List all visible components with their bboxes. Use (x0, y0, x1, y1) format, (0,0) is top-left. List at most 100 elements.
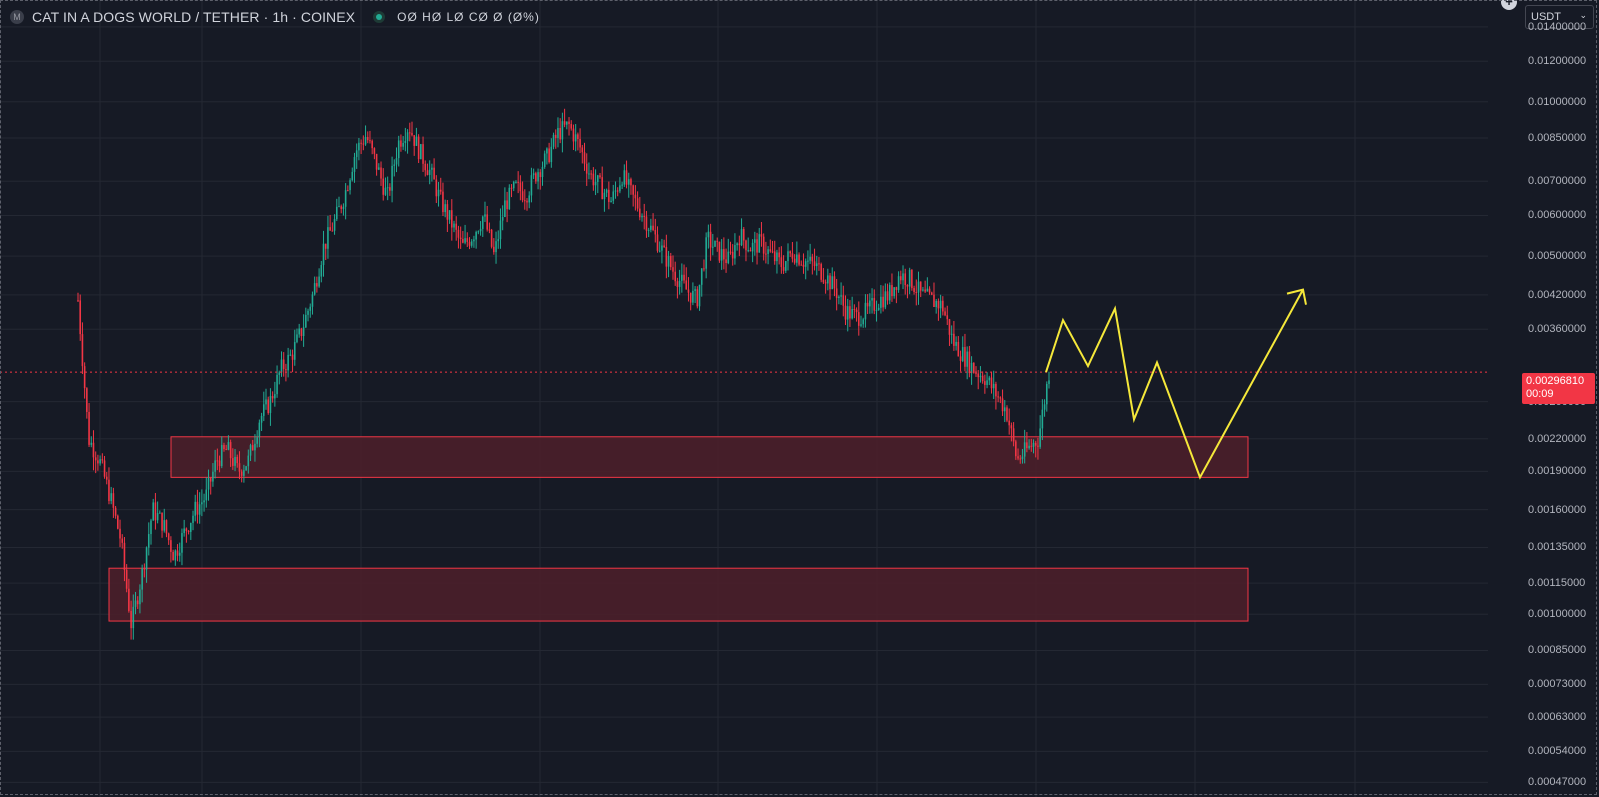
price-tick-label: 0.00073000 (1528, 678, 1587, 691)
candle-body (316, 283, 318, 287)
candle-body (243, 470, 245, 476)
candle-body (371, 140, 373, 149)
candle-body (769, 249, 772, 252)
candle-body (853, 309, 856, 311)
candle-body (347, 190, 349, 192)
candle-body (225, 449, 227, 451)
candle-body (605, 189, 608, 193)
price-tick-label: 0.00700000 (1528, 175, 1587, 188)
candle-body (402, 142, 404, 147)
candle-body (877, 307, 880, 310)
candle-body (939, 300, 942, 309)
candle-body (798, 254, 800, 265)
candle-body (351, 171, 354, 181)
price-chart[interactable] (0, 0, 1508, 797)
candle-body (103, 460, 106, 477)
candle-body (1021, 456, 1024, 460)
candle-body (711, 246, 714, 248)
last-price-value: 0.00296810 (1526, 375, 1585, 387)
chart-grid (0, 0, 1488, 797)
candle-body (406, 132, 409, 141)
candle-body (209, 478, 212, 482)
candle-body (933, 294, 935, 308)
candle-body (481, 216, 484, 229)
candle-body (570, 124, 573, 129)
candle-body (81, 334, 84, 367)
candle-body (276, 374, 278, 395)
candle-body (251, 445, 254, 451)
last-price-tag: 0.00296810 00:09 (1522, 373, 1595, 404)
candle-body (760, 234, 763, 237)
chart-area[interactable]: M CAT IN A DOGS WORLD / TETHER · 1h · CO… (0, 0, 1508, 797)
add-plus-icon[interactable]: + (1501, 0, 1517, 10)
candle-body (285, 369, 287, 371)
candle-body (506, 200, 508, 210)
candle-body (515, 181, 517, 183)
candle-body (838, 296, 840, 299)
candle-body (1032, 442, 1035, 447)
candle-body (829, 275, 831, 290)
candle-body (676, 281, 679, 287)
candle-body (132, 606, 135, 629)
candle-body (366, 137, 369, 141)
currency-select[interactable]: USDT ⌄ (1525, 5, 1594, 29)
candle-body (448, 210, 451, 220)
candle-body (559, 127, 561, 140)
price-tick-label: 0.00115000 (1528, 577, 1586, 590)
candle-body (232, 458, 234, 466)
candle-body (902, 273, 904, 281)
candle-body (581, 147, 584, 153)
price-tick-label: 0.00054000 (1528, 745, 1587, 758)
candle-body (787, 251, 789, 262)
candle-body (552, 134, 555, 147)
candle-body (948, 319, 951, 335)
candle-body (822, 279, 825, 283)
candle-body (762, 236, 765, 254)
candle-body (831, 276, 834, 290)
candle-body (707, 231, 710, 238)
candle-body (466, 238, 469, 242)
candle-body (650, 225, 652, 230)
candle-body (731, 251, 734, 259)
candle-body (698, 284, 701, 307)
candle-body (495, 241, 497, 253)
candle-body (778, 252, 780, 258)
candle-body (550, 146, 553, 163)
candle-body (955, 341, 957, 346)
candle-body (269, 396, 272, 413)
projection-line (1045, 289, 1304, 480)
candle-body (574, 134, 577, 142)
candle-body (683, 274, 685, 281)
candle-body (745, 240, 747, 251)
candle-body (811, 256, 814, 262)
candle-body (510, 187, 513, 189)
candle-body (857, 312, 860, 326)
candle-body (88, 411, 90, 445)
candle-body (804, 261, 807, 267)
symbol-title[interactable]: CAT IN A DOGS WORLD / TETHER · 1h · COIN… (32, 9, 356, 25)
candle-body (415, 136, 418, 146)
candle-body (913, 288, 915, 293)
candle-body (404, 140, 407, 143)
candle-body (145, 547, 148, 570)
price-tick-label: 0.00220000 (1528, 432, 1587, 445)
candle-body (922, 289, 924, 291)
candle-body (784, 261, 787, 271)
candle-body (776, 252, 778, 262)
candle-body (866, 302, 869, 307)
candle-body (891, 285, 893, 297)
candle-body (504, 200, 506, 218)
candle-body (893, 287, 895, 297)
candle-body (163, 520, 166, 531)
candle-body (302, 327, 305, 336)
candle-body (596, 175, 599, 182)
candle-body (364, 137, 367, 145)
price-tick-label: 0.00160000 (1528, 503, 1587, 516)
candle-body (621, 184, 623, 186)
candle-body (1048, 380, 1050, 384)
candle-body (128, 588, 130, 611)
candle-body (796, 254, 798, 263)
candle-body (619, 185, 621, 192)
candle-body (267, 399, 270, 413)
candle-body (568, 121, 570, 125)
